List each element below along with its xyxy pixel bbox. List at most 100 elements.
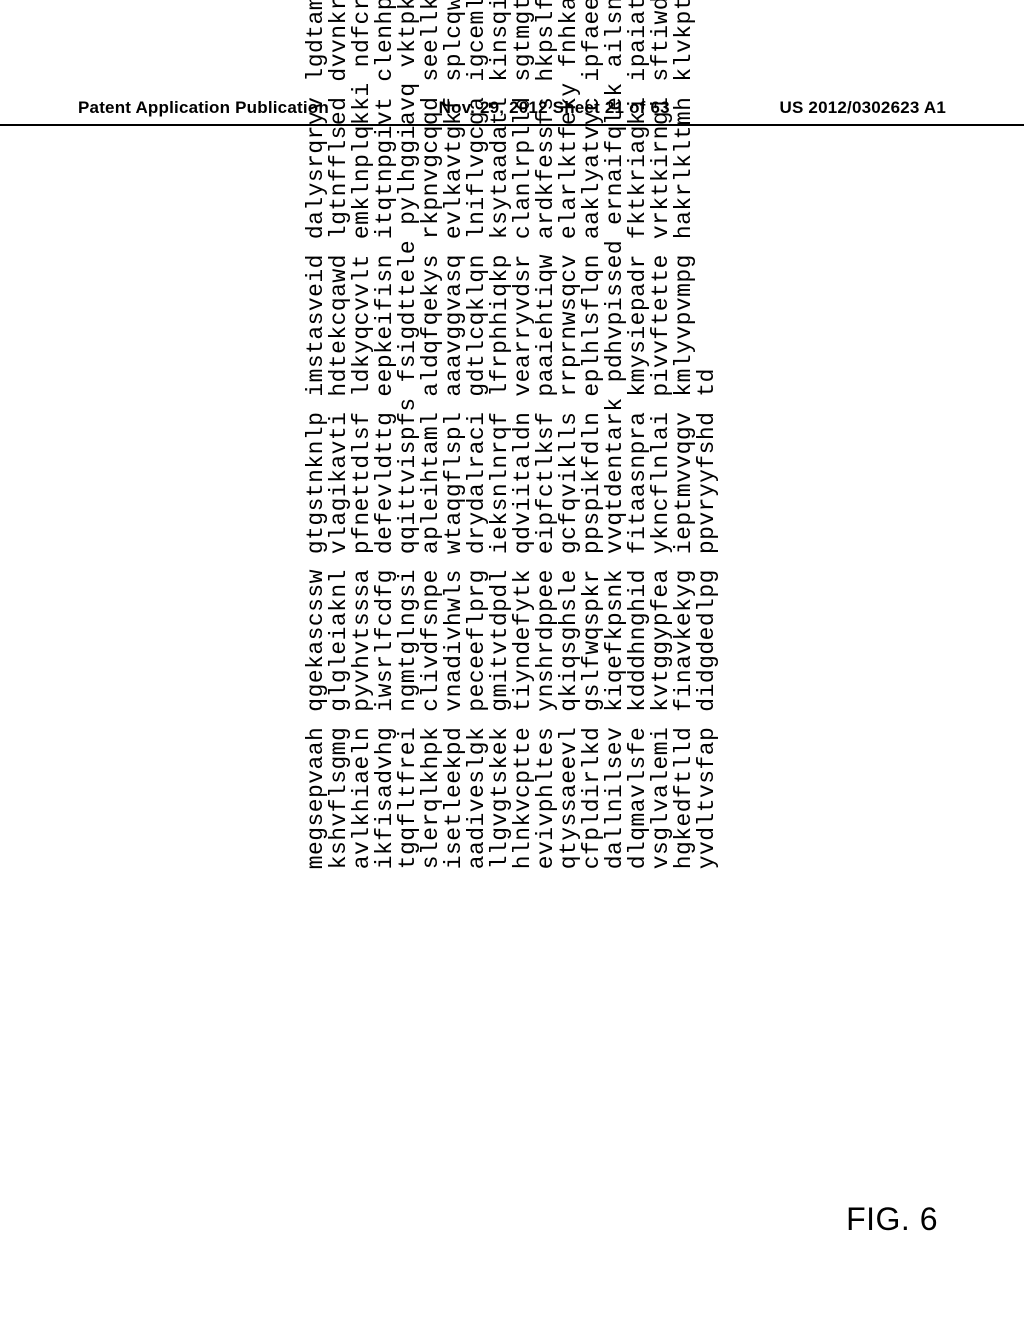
sequence-block: hlnkvcptte bbox=[512, 727, 535, 870]
sequence-block: ipaiatttat bbox=[627, 0, 650, 82]
sequence-row: qtyssaeevlqkiqsghslegcfqvikllsrrprnwsqcv… bbox=[558, 0, 581, 869]
sequence-block: gdtlcqklqn bbox=[466, 254, 489, 397]
sequence-block: elarlktfeky bbox=[558, 82, 581, 239]
sequence-block: fnhkalqllh bbox=[558, 0, 581, 67]
sequence-row: kshvflsgmgglgleiaknlvlagikavtihdtekcqawd… bbox=[328, 0, 351, 869]
sequence-block: sftiwdrwtv bbox=[650, 0, 673, 82]
sequence-block: clanlrplld bbox=[512, 97, 535, 240]
protein-sequence: megsepvaahqgekascsswgtgstnknlpimstasveid… bbox=[305, 0, 719, 869]
sequence-block: dlqmavlsfe bbox=[627, 727, 650, 870]
sequence-block: drydalraci bbox=[466, 412, 489, 555]
sequence-block: sgtmgtkght bbox=[512, 0, 535, 82]
sequence-block: evivphltes bbox=[535, 727, 558, 870]
sequence-block: eplhlsflqn bbox=[581, 254, 604, 397]
sequence-block: kmysiepadr bbox=[627, 254, 650, 397]
sequence-block: avlkhiaeln bbox=[351, 727, 374, 870]
sequence-block: lfrphhiqkp bbox=[489, 254, 512, 397]
header-left: Patent Application Publication bbox=[78, 98, 329, 118]
sequence-row: tgqfltfrei ngmtglngsi qqittvispfs fsigdttel… bbox=[397, 0, 420, 869]
sequence-block: slerqlkhpk bbox=[420, 727, 443, 870]
sequence-block: pfnettdlsf bbox=[351, 412, 374, 555]
sequence-block: aadiveslgk bbox=[466, 727, 489, 870]
sequence-block: pylhggiavq bbox=[397, 82, 420, 225]
sequence-block: vlagikavti bbox=[328, 412, 351, 555]
sequence-block: fsigdttele bbox=[397, 240, 420, 383]
sequence-block: finavkekyg bbox=[673, 569, 696, 712]
sequence-row: cfpldirlkdgslfwqspkrppspikfdlneplhlsflqn… bbox=[581, 0, 604, 869]
sequence-block: eepkeifisn bbox=[374, 254, 397, 397]
sequence-block: pdhvpissed bbox=[604, 240, 627, 383]
sequence-block: vearryvdsr bbox=[512, 254, 535, 397]
sequence-block: clivdfsnpe bbox=[420, 569, 443, 712]
sequence-block: glgleiaknl bbox=[328, 569, 351, 712]
sequence-block: igcemlknfa bbox=[466, 0, 489, 82]
sequence-block: yvdltvsfap bbox=[696, 727, 719, 870]
sequence-block: vnadivhwls bbox=[443, 569, 466, 712]
sequence-block: hdtekcqawd bbox=[328, 254, 351, 397]
sequence-block: fitaasnpra bbox=[627, 412, 650, 555]
sequence-block: dalysrqryv bbox=[305, 97, 328, 240]
sequence-block: cfpldirlkd bbox=[581, 727, 604, 870]
sequence-block: lniflvgcga bbox=[466, 97, 489, 240]
sequence-block: tgqfltfrei bbox=[397, 727, 420, 870]
sequence-block: megsepvaah bbox=[305, 727, 328, 870]
header-right: US 2012/0302623 A1 bbox=[779, 98, 946, 118]
sequence-block: kvtggypfea bbox=[650, 569, 673, 712]
sequence-block: llgvgtskek bbox=[489, 727, 512, 870]
sequence-block: kmlyvpvmpg bbox=[673, 254, 696, 397]
sequence-block: seellklats bbox=[420, 0, 443, 82]
sequence-block: ykncflnlai bbox=[650, 412, 673, 555]
sequence-row: dallnilsev kiqefkpsnk vvqtdentark pdhvpisse… bbox=[604, 0, 627, 869]
sequence-block: hakrlkltmh bbox=[673, 97, 696, 240]
sequence-block: qgekascssw bbox=[305, 569, 328, 712]
sequence-block: dallnilsev bbox=[604, 727, 627, 870]
sequence-block: evlkavtgkf bbox=[443, 97, 466, 240]
sequence-block: kiqefkpsnk bbox=[604, 569, 627, 712]
sequence-block: kdddhnghid bbox=[627, 569, 650, 712]
sequence-block: ynshrdppee bbox=[535, 569, 558, 712]
sequence-row: evivphltes ynshrdppee eipfctlksf paaiehtiqw… bbox=[535, 0, 558, 869]
sequence-block: ngmtglngsi bbox=[397, 569, 420, 712]
sequence-block: rkpnvgcqqd bbox=[420, 97, 443, 240]
sequence-block: ipfaeedlsa bbox=[581, 0, 604, 82]
figure-label: FIG. 6 bbox=[846, 1201, 938, 1238]
sequence-block: pivvftette bbox=[650, 254, 673, 397]
sequence-row: hlnkvcptte tiyndefytk qdviitaldn vearryvdsr… bbox=[512, 0, 535, 869]
sequence-block: qdviitaldn bbox=[512, 412, 535, 555]
sequence-block: didgdedlpg bbox=[696, 569, 719, 712]
sequence-block: vvqtdentark bbox=[604, 397, 627, 554]
sequence-block: eipfctlksf bbox=[535, 412, 558, 555]
sequence-block: paaiehtiqw bbox=[535, 254, 558, 397]
sequence-block: gmitvtdpdl bbox=[489, 569, 512, 712]
sequence-block: ppspikfdln bbox=[581, 412, 604, 555]
sequence-block: ieptmvvqgv bbox=[673, 412, 696, 555]
sequence-block: splcqwlyle bbox=[443, 0, 466, 82]
sequence-block: rrprnwsqcv bbox=[558, 254, 581, 397]
sequence-block: clenhphkle bbox=[374, 0, 397, 82]
sequence-block: qkiqsghsle bbox=[558, 569, 581, 712]
sequence-row: ikfisadvhgiwsrlfcdfgdefevldttgeepkeifisn… bbox=[374, 0, 397, 869]
sequence-row: yvdltvsfapdidgdedlpgppvryyfshdtd bbox=[696, 0, 719, 869]
sequence-block: qqittvispfs bbox=[397, 397, 420, 554]
sequence-block: isetleekpd bbox=[443, 727, 466, 870]
sequence-container: megsepvaahqgekascsswgtgstnknlpimstasveid… bbox=[305, 0, 719, 869]
sequence-block: tiyndefytk bbox=[512, 569, 535, 712]
sequence-block: itqtnpgivt bbox=[374, 97, 397, 240]
sequence-block: aaavggvasq bbox=[443, 254, 466, 397]
sequence-block: kinsqikida bbox=[489, 0, 512, 82]
sequence-block: gcfqviklls bbox=[558, 412, 581, 555]
sequence-row: megsepvaahqgekascsswgtgstnknlpimstasveid… bbox=[305, 0, 328, 869]
sequence-block: peceeflprg bbox=[466, 569, 489, 712]
sequence-block: aldqfqekys bbox=[420, 254, 443, 397]
sequence-block: aaklyatvyc bbox=[581, 97, 604, 240]
sequence-row: slerqlkhpk clivdfsnpe apleihtaml aldqfqekys… bbox=[420, 0, 443, 869]
sequence-block: imstasveid bbox=[305, 254, 328, 397]
sequence-block: pyvhvtsssa bbox=[351, 569, 374, 712]
sequence-row: dlqmavlsfe kdddhnghid fitaasnpra kmysiepadr… bbox=[627, 0, 650, 869]
sequence-block: ldkyqcvvlt bbox=[351, 254, 374, 397]
sequence-block: dvvnkrnrae bbox=[328, 0, 351, 82]
sequence-row: vsglvalemikvtggypfeaykncflnlaipivvftette… bbox=[650, 0, 673, 869]
sequence-block: apleihtaml bbox=[420, 412, 443, 555]
sequence-block: td bbox=[696, 368, 719, 397]
sequence-block: ailsneatks bbox=[604, 0, 627, 67]
